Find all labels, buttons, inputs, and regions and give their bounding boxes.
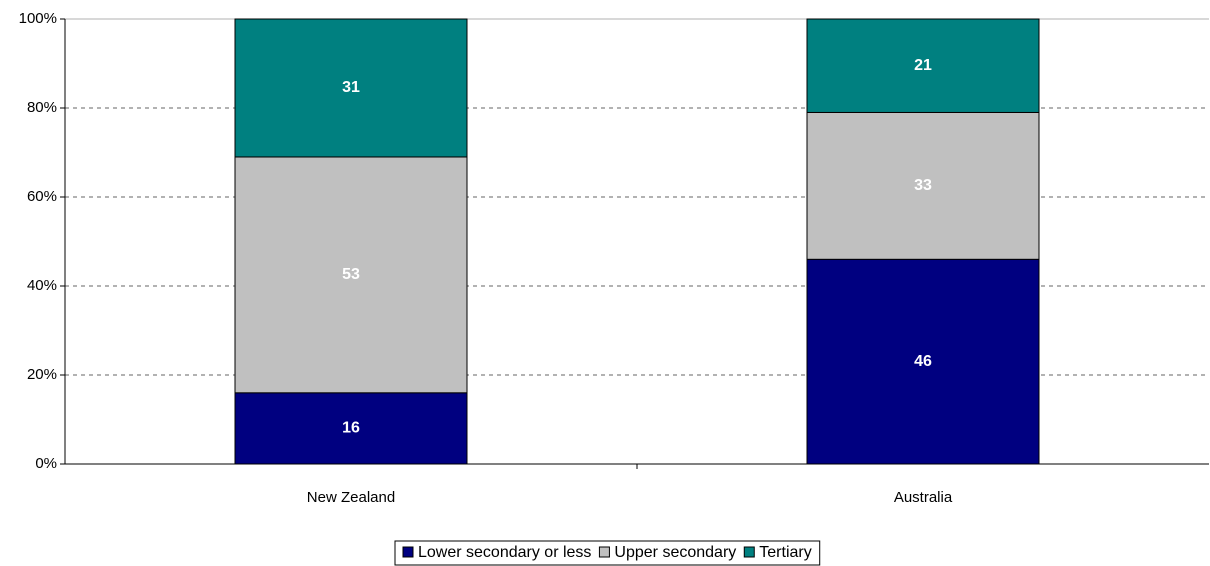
legend: Lower secondary or less Upper secondary Te… bbox=[394, 540, 821, 566]
bar-segment bbox=[234, 392, 468, 465]
bar-segment bbox=[806, 111, 1040, 260]
bar-segment bbox=[806, 18, 1040, 113]
y-tick-label: 40% bbox=[27, 277, 57, 294]
y-tick-label: 60% bbox=[27, 188, 57, 205]
bar-segment bbox=[234, 156, 468, 394]
legend-swatch bbox=[743, 546, 755, 558]
legend-swatch bbox=[598, 546, 610, 558]
legend-label: Upper secondary bbox=[614, 544, 736, 561]
y-tick-label: 0% bbox=[35, 455, 57, 472]
x-tick-label: New Zealand bbox=[307, 489, 395, 506]
bar-segment bbox=[806, 258, 1040, 465]
bar-segment bbox=[234, 18, 468, 158]
y-tick-label: 20% bbox=[27, 366, 57, 383]
data-label: 33 bbox=[914, 177, 932, 194]
data-label: 31 bbox=[342, 79, 360, 96]
x-tick-label: Australia bbox=[894, 489, 953, 506]
legend-label: Tertiary bbox=[759, 544, 811, 561]
data-label: 46 bbox=[914, 353, 932, 370]
data-label: 16 bbox=[342, 420, 360, 437]
y-tick-label: 80% bbox=[27, 99, 57, 116]
data-label: 53 bbox=[342, 266, 360, 283]
legend-label: Lower secondary or less bbox=[418, 544, 591, 561]
data-label: 21 bbox=[914, 57, 932, 74]
legend-swatch bbox=[402, 546, 414, 558]
y-tick-label: 100% bbox=[19, 10, 57, 27]
